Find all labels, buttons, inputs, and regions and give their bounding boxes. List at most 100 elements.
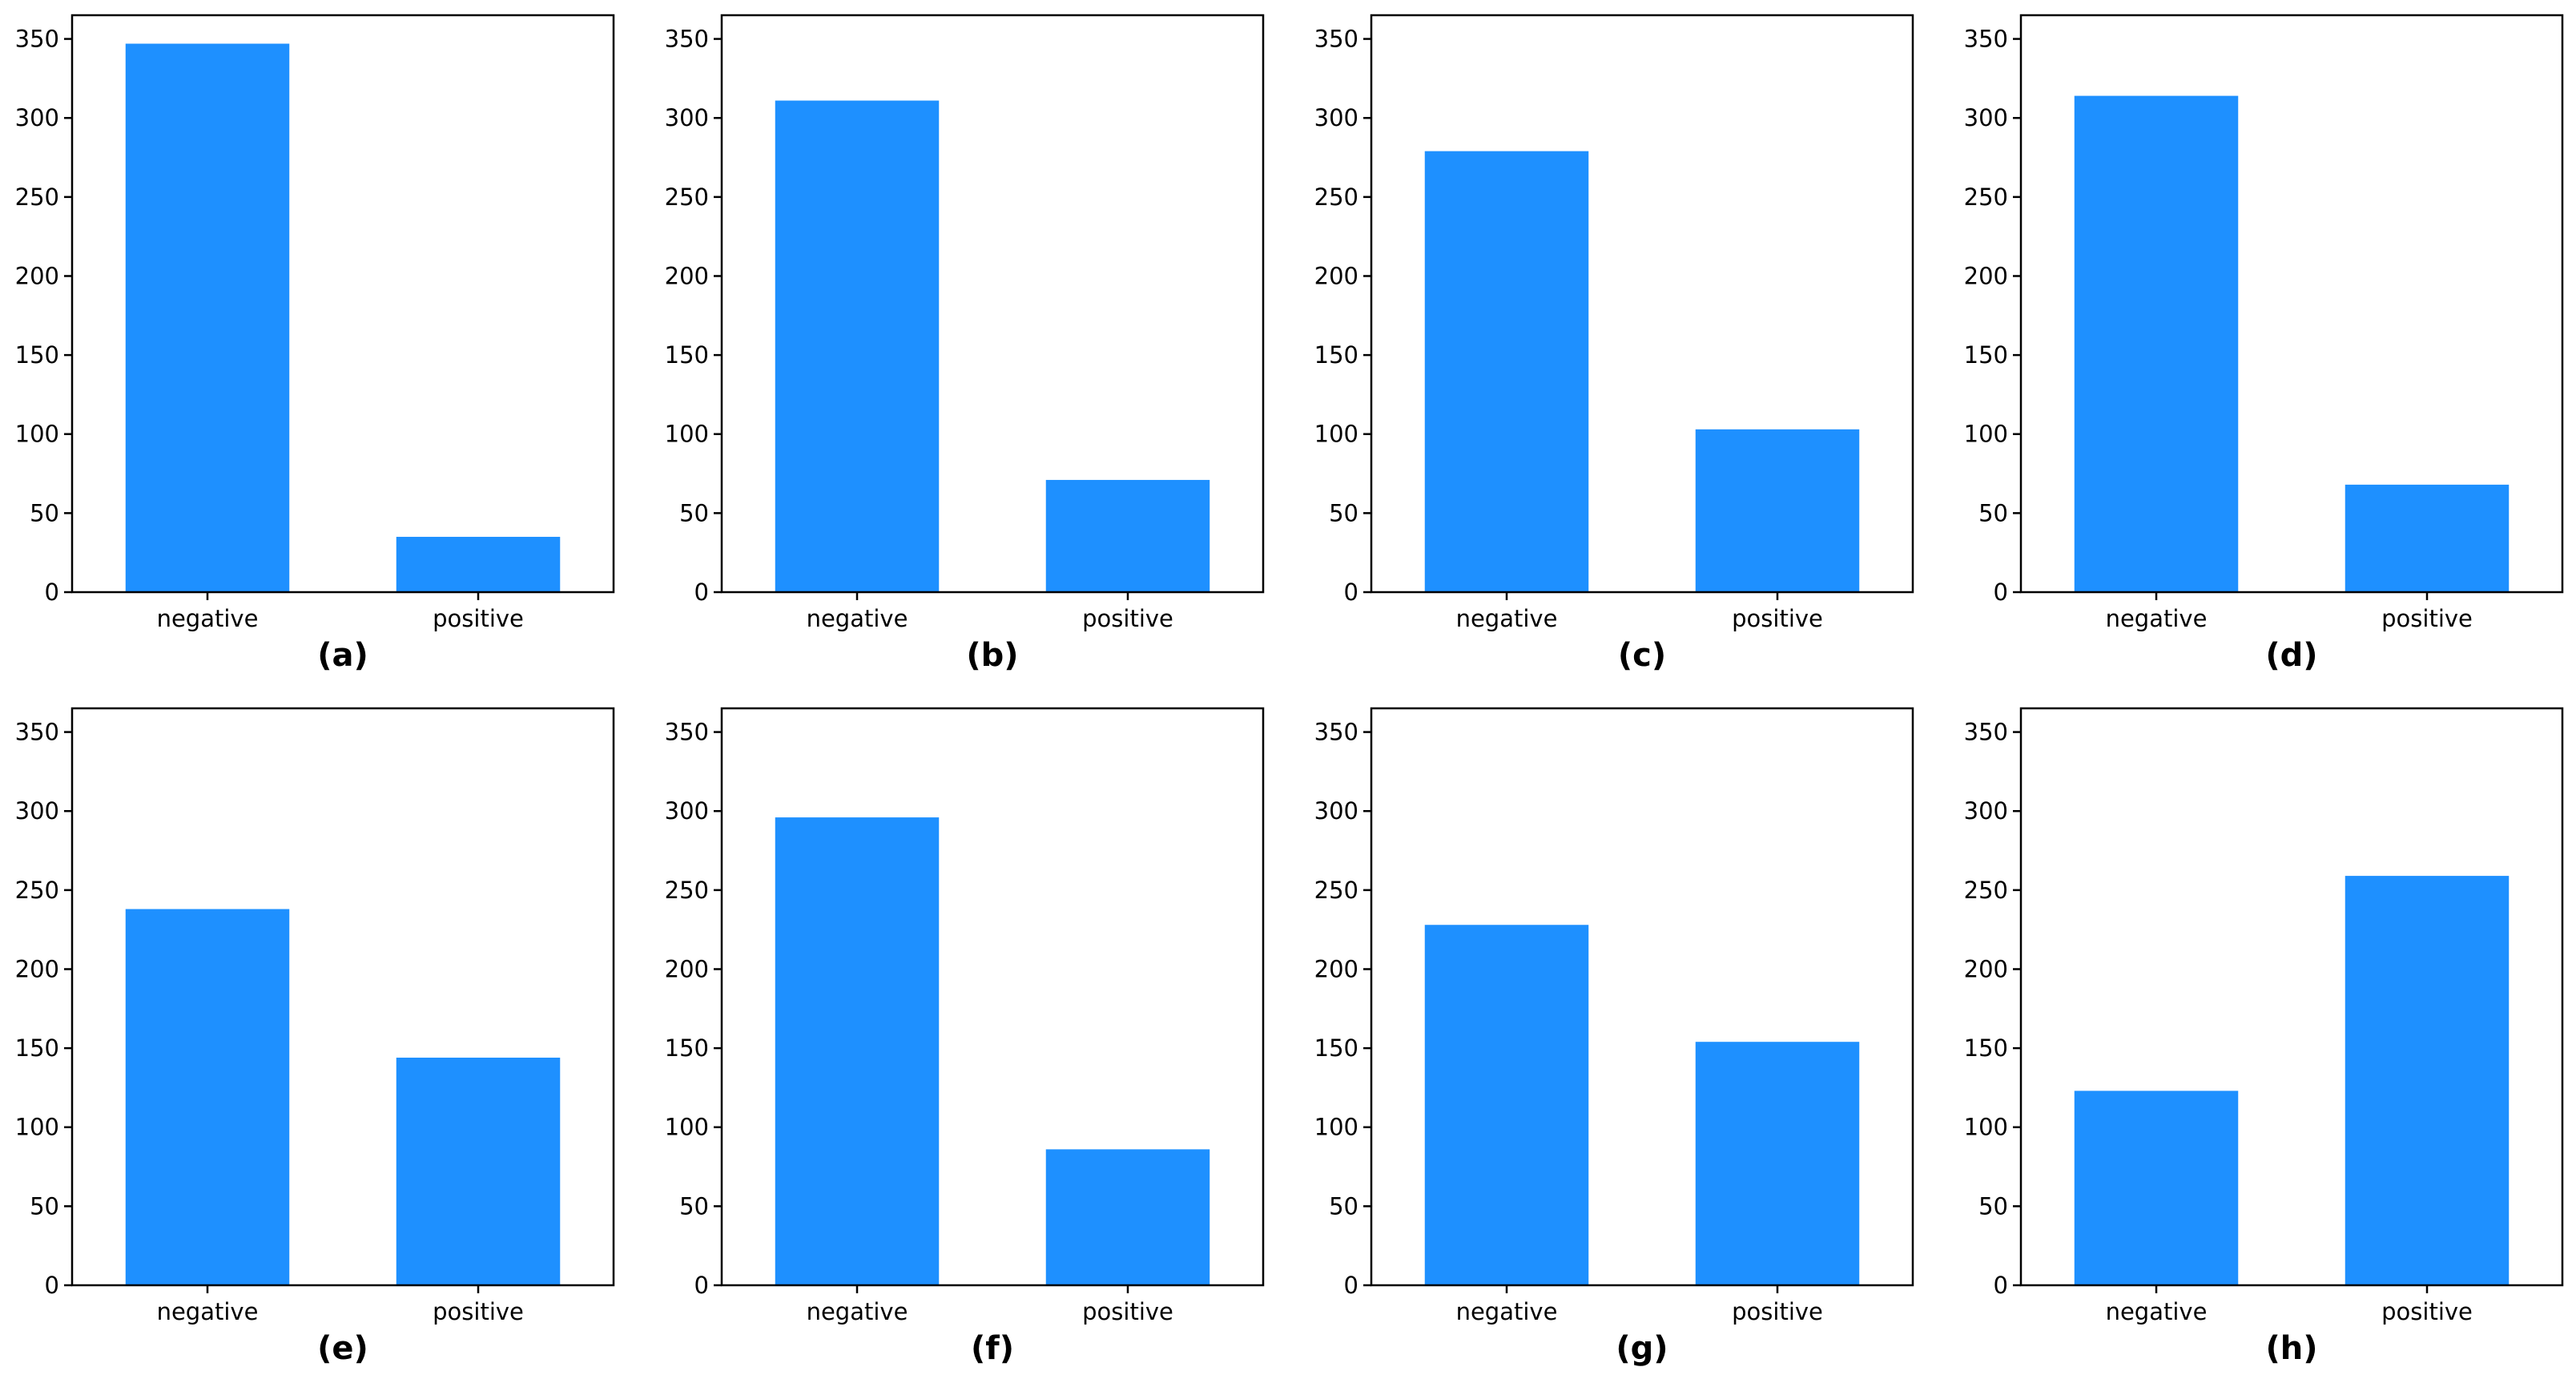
axes-frame: [1370, 707, 1914, 1287]
y-tick-label: 200: [1314, 262, 1358, 289]
y-tick-label: 150: [1314, 1034, 1358, 1062]
y-tick-label: 250: [665, 183, 709, 211]
y-tick-label: 100: [665, 421, 709, 448]
panel-label: (h): [2265, 1330, 2317, 1367]
y-tick-label: 0: [1344, 1272, 1358, 1299]
y-tick-label: 300: [665, 104, 709, 131]
bar: [396, 1057, 561, 1285]
y-tick-label: 350: [665, 26, 709, 53]
axes-frame: [1370, 14, 1914, 594]
x-tick-label: negative: [2106, 605, 2208, 632]
y-tick-label: 50: [679, 499, 709, 526]
y-tick-label: 100: [15, 1114, 59, 1141]
y-tick-label: 350: [665, 719, 709, 746]
chart-panel: 0 50 100 150 200 250 300 350 negative positive (h): [1964, 707, 2564, 1367]
y-tick-label: 200: [665, 262, 709, 289]
y-tick-label: 0: [694, 1272, 709, 1299]
bar: [2074, 95, 2239, 593]
y-tick-label: 150: [1964, 341, 2008, 369]
y-tick-label: 150: [665, 341, 709, 369]
bar: [396, 536, 561, 592]
bar: [1695, 1042, 1860, 1285]
y-tick-label: 350: [15, 719, 59, 746]
y-tick-label: 350: [1964, 719, 2008, 746]
x-tick-label: negative: [1456, 605, 1558, 632]
chart-panel: 0 50 100 150 200 250 300 350 negative positive (d): [1964, 14, 2564, 674]
bar: [1424, 151, 1589, 593]
panel-label: (a): [317, 637, 368, 674]
y-tick-label: 50: [1329, 499, 1358, 526]
y-tick-label: 350: [1314, 26, 1358, 53]
y-tick-label: 350: [1964, 26, 2008, 53]
bar: [125, 43, 290, 593]
x-tick-label: negative: [1456, 1298, 1558, 1325]
chart-panel: 0 50 100 150 200 250 300 350 negative positive (f): [665, 707, 1265, 1367]
panel-label: (b): [966, 637, 1018, 674]
bar: [775, 817, 940, 1285]
axes-frame: [720, 707, 1265, 1287]
y-tick-label: 250: [1964, 877, 2008, 904]
y-tick-label: 200: [665, 955, 709, 982]
y-tick-label: 150: [665, 1034, 709, 1062]
bar: [1695, 429, 1860, 592]
y-tick-label: 50: [1978, 1192, 2008, 1220]
axes-frame: [2019, 707, 2564, 1287]
y-tick-label: 100: [15, 421, 59, 448]
y-tick-label: 350: [1314, 719, 1358, 746]
y-tick-label: 150: [1964, 1034, 2008, 1062]
y-tick-label: 100: [665, 1114, 709, 1141]
bar: [2345, 484, 2510, 592]
y-tick-label: 300: [665, 797, 709, 825]
y-tick-label: 0: [1994, 1272, 2008, 1299]
x-tick-label: positive: [433, 1298, 524, 1325]
y-tick-label: 300: [15, 104, 59, 131]
y-tick-label: 100: [1314, 1114, 1358, 1141]
y-tick-label: 50: [30, 1192, 59, 1220]
bar: [1424, 925, 1589, 1285]
y-tick-label: 300: [1964, 104, 2008, 131]
y-tick-label: 0: [45, 1272, 59, 1299]
y-tick-label: 0: [694, 579, 709, 606]
y-tick-label: 250: [1964, 183, 2008, 211]
panel-label: (e): [317, 1330, 368, 1367]
x-tick-label: negative: [2106, 1298, 2208, 1325]
y-tick-label: 150: [15, 1034, 59, 1062]
x-tick-label: positive: [1082, 605, 1173, 632]
x-tick-label: negative: [157, 605, 259, 632]
x-tick-label: negative: [807, 1298, 908, 1325]
y-tick-label: 250: [1314, 183, 1358, 211]
x-tick-label: positive: [1082, 1298, 1173, 1325]
bar: [125, 909, 290, 1285]
y-tick-label: 350: [15, 26, 59, 53]
x-tick-label: positive: [1732, 1298, 1823, 1325]
chart-panel: 0 50 100 150 200 250 300 350 negative positive (a): [15, 14, 615, 674]
panel-label: (d): [2265, 637, 2317, 674]
bar: [2074, 1091, 2239, 1285]
chart-panel: 0 50 100 150 200 250 300 350 negative positive (g): [1314, 707, 1914, 1367]
y-tick-label: 0: [1344, 579, 1358, 606]
y-tick-label: 50: [1978, 499, 2008, 526]
axes-frame: [70, 14, 615, 594]
y-tick-label: 250: [1314, 877, 1358, 904]
panel-label: (g): [1616, 1330, 1668, 1367]
y-tick-label: 250: [665, 877, 709, 904]
chart-panel: 0 50 100 150 200 250 300 350 negative positive (e): [15, 707, 615, 1367]
y-tick-label: 250: [15, 183, 59, 211]
y-tick-label: 50: [1329, 1192, 1358, 1220]
bar: [1045, 479, 1210, 592]
x-tick-label: positive: [2381, 605, 2473, 632]
axes-frame: [2019, 14, 2564, 594]
bar: [1045, 1149, 1210, 1285]
y-tick-label: 150: [1314, 341, 1358, 369]
panel-label: (f): [971, 1330, 1014, 1367]
y-tick-label: 300: [15, 797, 59, 825]
y-tick-label: 300: [1314, 797, 1358, 825]
y-tick-label: 200: [15, 262, 59, 289]
y-tick-label: 100: [1314, 421, 1358, 448]
axes-frame: [720, 14, 1265, 594]
y-tick-label: 50: [679, 1192, 709, 1220]
bar: [2345, 876, 2510, 1285]
y-tick-label: 200: [1964, 955, 2008, 982]
y-tick-label: 200: [1964, 262, 2008, 289]
